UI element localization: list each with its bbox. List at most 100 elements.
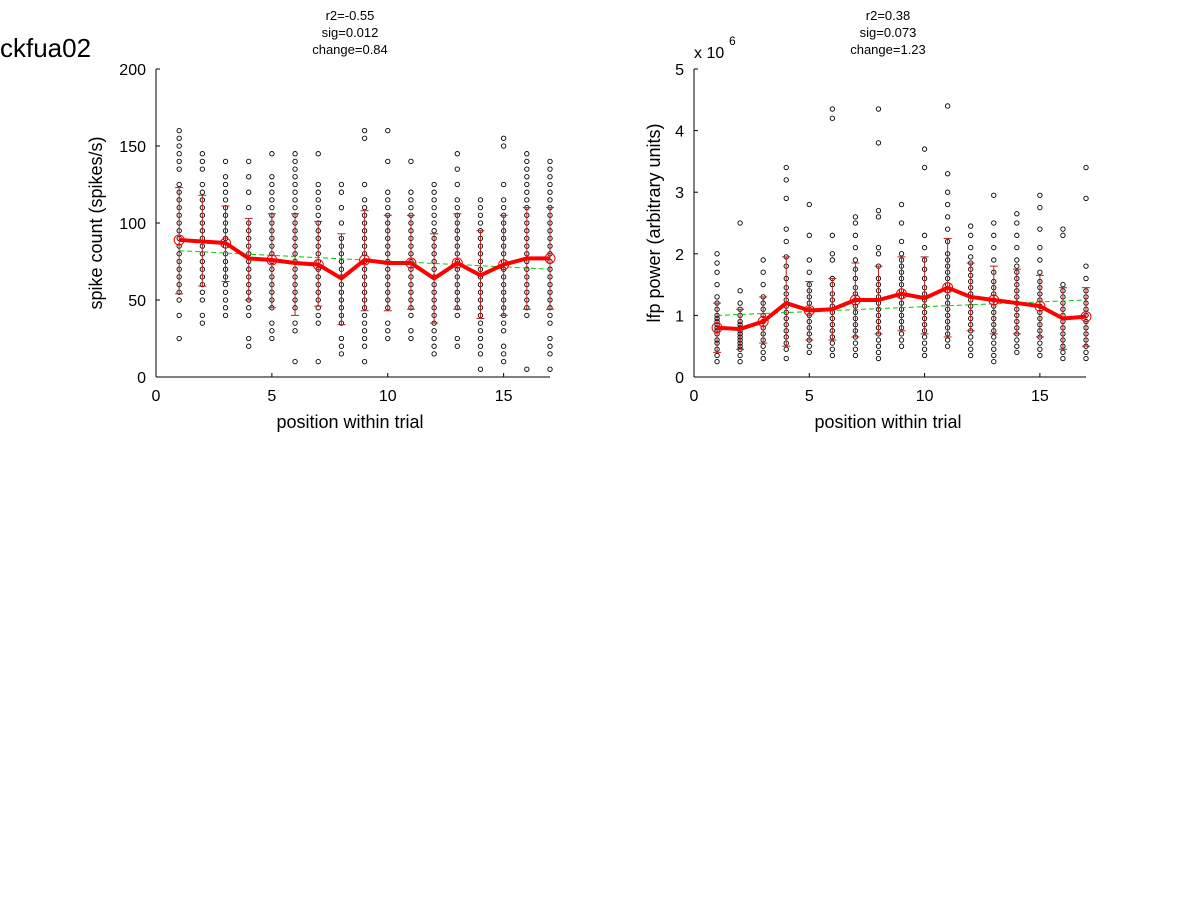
data-point bbox=[269, 204, 275, 211]
data-point bbox=[547, 166, 553, 172]
data-point bbox=[199, 320, 206, 326]
x-axis-label: position within trial bbox=[276, 412, 423, 432]
data-point bbox=[454, 335, 460, 342]
data-point bbox=[852, 352, 859, 359]
y-tick-label: 0 bbox=[675, 370, 684, 387]
data-point bbox=[500, 181, 507, 188]
data-point bbox=[199, 297, 206, 303]
stat-change: change=0.84 bbox=[312, 42, 388, 57]
data-point bbox=[829, 346, 836, 352]
data-point bbox=[737, 352, 743, 359]
data-point bbox=[199, 151, 206, 157]
data-point bbox=[408, 312, 414, 319]
data-point bbox=[292, 151, 298, 157]
data-point bbox=[524, 158, 530, 165]
data-point bbox=[547, 158, 553, 165]
data-point bbox=[783, 238, 789, 245]
data-point bbox=[454, 197, 460, 203]
data-point bbox=[944, 201, 951, 208]
x-tick-label: 0 bbox=[152, 388, 161, 405]
data-point bbox=[269, 189, 275, 195]
stat-r2: r2=-0.55 bbox=[326, 8, 375, 23]
data-point bbox=[500, 204, 507, 211]
data-point bbox=[1083, 195, 1089, 202]
data-point bbox=[875, 214, 882, 220]
data-point bbox=[1014, 232, 1020, 238]
y-axis-label: spike count (spikes/s) bbox=[86, 136, 106, 309]
data-point bbox=[968, 334, 974, 340]
data-point bbox=[431, 220, 437, 226]
data-point bbox=[176, 158, 182, 165]
data-point bbox=[315, 212, 321, 218]
mean-marker bbox=[312, 259, 324, 271]
y-tick-label: 3 bbox=[675, 185, 684, 202]
data-point bbox=[875, 140, 882, 146]
stat-sig: sig=0.012 bbox=[322, 25, 379, 40]
data-point bbox=[361, 312, 368, 319]
data-point bbox=[852, 346, 859, 352]
data-point bbox=[385, 335, 391, 342]
data-point bbox=[944, 171, 951, 177]
data-point bbox=[852, 257, 859, 263]
x-tick-label: 5 bbox=[267, 388, 276, 405]
data-point bbox=[898, 251, 905, 257]
data-point bbox=[361, 320, 368, 326]
data-point bbox=[176, 127, 182, 134]
data-point bbox=[292, 181, 298, 188]
data-point bbox=[222, 312, 229, 319]
y-tick-label: 150 bbox=[119, 139, 146, 156]
y-tick-label: 2 bbox=[675, 247, 684, 264]
data-point bbox=[361, 181, 368, 188]
data-point bbox=[1037, 192, 1043, 198]
data-point bbox=[246, 204, 252, 211]
data-point bbox=[737, 358, 743, 365]
data-point bbox=[547, 189, 553, 195]
data-point bbox=[783, 164, 789, 171]
y-tick-label: 200 bbox=[119, 62, 146, 79]
mean-marker bbox=[451, 257, 463, 269]
mean-line bbox=[716, 285, 1087, 331]
data-point bbox=[875, 244, 882, 251]
mean-marker bbox=[498, 259, 510, 271]
data-point bbox=[454, 312, 460, 319]
data-point bbox=[852, 214, 859, 220]
data-point bbox=[292, 189, 298, 195]
data-point bbox=[944, 103, 951, 109]
lfp-power-plot: r2=0.38 sig=0.073 change=1.23 position w… bbox=[644, 8, 1092, 432]
data-point bbox=[898, 331, 905, 337]
data-point bbox=[199, 158, 206, 165]
data-point bbox=[921, 232, 928, 238]
data-point bbox=[547, 366, 553, 372]
data-point bbox=[944, 226, 951, 232]
data-point bbox=[1037, 226, 1043, 232]
data-point bbox=[968, 232, 974, 238]
data-point bbox=[737, 220, 743, 226]
data-point bbox=[1060, 232, 1066, 238]
data-point bbox=[783, 346, 789, 352]
data-point bbox=[408, 328, 414, 334]
data-point bbox=[408, 189, 414, 195]
data-point bbox=[760, 349, 766, 356]
data-point bbox=[714, 251, 720, 257]
data-point bbox=[477, 351, 484, 357]
mean-marker bbox=[173, 234, 185, 246]
data-point bbox=[477, 366, 484, 372]
data-point bbox=[1014, 211, 1020, 217]
y-tick-label: 1 bbox=[675, 308, 684, 325]
data-point bbox=[269, 328, 275, 334]
data-point bbox=[944, 343, 951, 349]
stat-r2: r2=0.38 bbox=[866, 8, 910, 23]
data-point bbox=[783, 195, 789, 202]
data-point bbox=[222, 305, 229, 311]
mean-marker bbox=[405, 257, 417, 269]
data-point bbox=[477, 197, 484, 203]
data-point bbox=[292, 320, 298, 326]
data-point bbox=[944, 189, 951, 195]
mean-marker bbox=[544, 252, 556, 264]
data-point bbox=[921, 352, 928, 359]
data-point bbox=[176, 151, 182, 157]
data-point bbox=[524, 366, 530, 372]
data-point bbox=[737, 300, 743, 306]
data-point bbox=[1060, 281, 1066, 288]
spike-count-plot: r2=-0.55 sig=0.012 change=0.84 position … bbox=[86, 8, 556, 432]
